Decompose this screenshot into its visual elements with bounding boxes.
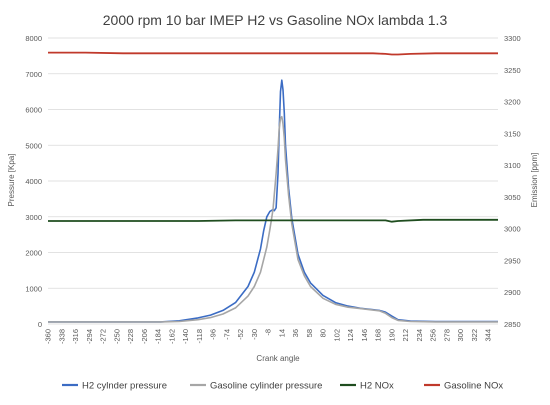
x-tick-22: 124 [346, 329, 355, 342]
x-tick-11: -118 [195, 329, 204, 343]
x-tick-10: -140 [181, 329, 190, 344]
x-tick-6: -228 [126, 329, 135, 344]
right-y-tick-9: 3300 [504, 34, 521, 43]
left-y-tick-4: 4000 [25, 177, 42, 186]
right-y-tick-6: 3150 [504, 129, 521, 138]
left-y-tick-3: 3000 [25, 213, 42, 222]
legend-label-0: H2 cylnder pressure [82, 381, 167, 392]
right-y-tick-labels: 2850 2900 2950 3000 3050 3100 3150 3200 3250 3300 [504, 34, 521, 329]
x-tick-23: 146 [360, 329, 369, 342]
left-y-tick-1: 1000 [25, 284, 42, 293]
x-tick-21: 102 [332, 329, 341, 342]
right-y-tick-5: 3100 [504, 161, 521, 170]
left-y-tick-6: 6000 [25, 106, 42, 115]
x-tick-2: -316 [71, 329, 80, 344]
x-tick-3: -294 [85, 329, 94, 344]
x-tick-27: 234 [415, 329, 424, 342]
x-tick-18: 36 [291, 329, 300, 337]
x-tick-30: 300 [456, 329, 465, 342]
left-y-tick-2: 2000 [25, 249, 42, 258]
x-tick-17: 14 [277, 329, 286, 337]
legend-label-3: Gasoline NOx [444, 381, 503, 392]
x-tick-13: -74 [222, 329, 231, 340]
x-tick-15: -30 [250, 329, 259, 340]
x-tick-26: 212 [401, 329, 410, 342]
x-tick-24: 168 [374, 329, 383, 342]
x-tick-0: -360 [44, 329, 53, 344]
left-y-tick-0: 0 [38, 320, 42, 329]
x-tick-1: -338 [57, 329, 66, 344]
left-y-tick-5: 5000 [25, 141, 42, 150]
x-tick-19: 58 [305, 329, 314, 337]
x-tick-4: -272 [99, 329, 108, 344]
right-y-tick-0: 2850 [504, 320, 521, 329]
chart-title: 2000 rpm 10 bar IMEP H2 vs Gasoline NOx … [103, 12, 448, 28]
x-tick-31: 322 [470, 329, 479, 342]
x-tick-20: 80 [319, 329, 328, 337]
x-tick-16: -8 [264, 329, 273, 336]
x-tick-7: -206 [140, 329, 149, 344]
right-y-axis-label: Emission [ppm] [530, 153, 539, 208]
legend-label-2: H2 NOx [360, 381, 394, 392]
x-tick-29: 278 [442, 329, 451, 342]
x-tick-14: -52 [236, 329, 245, 340]
left-y-axis-label: Pressure [Kpa] [7, 154, 16, 207]
left-y-tick-labels: 0 1000 2000 3000 4000 5000 6000 7000 8000 [25, 34, 42, 329]
x-tick-12: -96 [209, 329, 218, 340]
legend: H2 cylnder pressure Gasoline cylinder pre… [62, 381, 503, 392]
gridlines [48, 37, 498, 325]
x-tick-25: 190 [387, 329, 396, 342]
x-tick-5: -250 [112, 329, 121, 344]
left-y-tick-7: 7000 [25, 70, 42, 79]
x-tick-9: -162 [167, 329, 176, 344]
x-axis-label: Crank angle [256, 354, 300, 363]
right-y-tick-3: 3000 [504, 225, 521, 234]
series-line-2 [48, 218, 498, 223]
series-lines [48, 51, 498, 323]
right-y-tick-1: 2900 [504, 288, 521, 297]
right-y-tick-4: 3050 [504, 193, 521, 202]
right-y-tick-2: 2950 [504, 256, 521, 265]
x-tick-labels: -360 -338 -316 -294 -272 -250 -228 -206 -184 -162… [44, 329, 493, 344]
legend-label-1: Gasoline cylinder pressure [210, 381, 322, 392]
x-tick-28: 256 [429, 329, 438, 342]
left-y-tick-8: 8000 [25, 34, 42, 43]
x-tick-8: -184 [154, 329, 163, 344]
series-line-3 [48, 51, 498, 56]
right-y-tick-8: 3250 [504, 66, 521, 75]
series-line-1 [48, 115, 498, 323]
right-y-tick-7: 3200 [504, 98, 521, 107]
x-tick-32: 344 [484, 329, 493, 342]
